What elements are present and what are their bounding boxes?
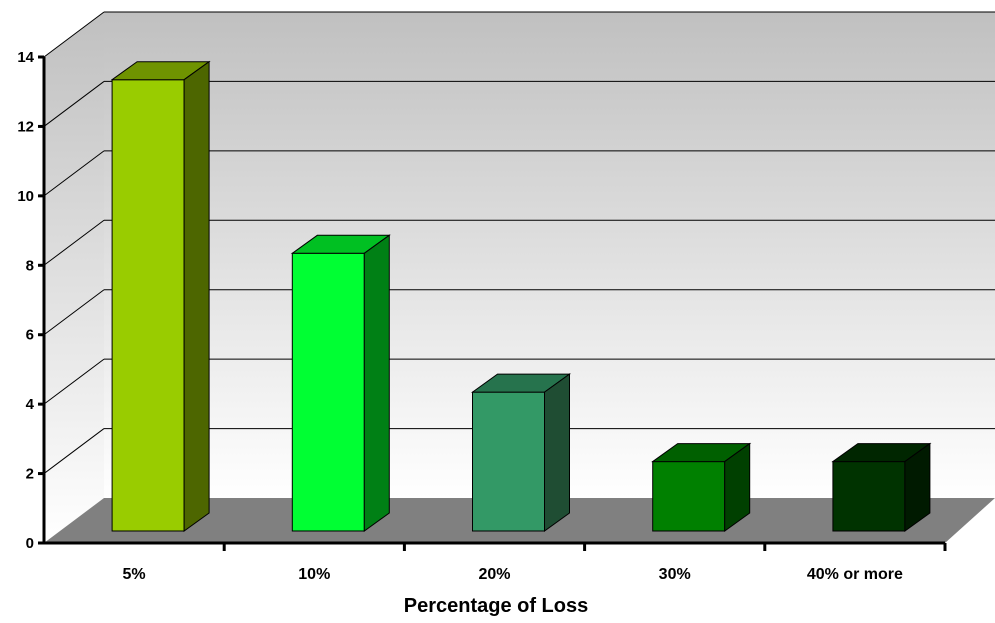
- bar-front: [472, 391, 545, 532]
- x-category-label: 30%: [659, 566, 691, 583]
- y-tick-label: 0: [26, 535, 34, 552]
- x-axis-title: Percentage of Loss: [404, 595, 589, 617]
- bar: [651, 442, 752, 532]
- bar-front: [111, 79, 185, 532]
- bars: [110, 60, 932, 532]
- bar: [110, 60, 211, 532]
- gridline-side: [43, 428, 105, 474]
- bar-side: [724, 442, 751, 532]
- gridline-side: [43, 150, 105, 197]
- x-category-label: 20%: [478, 566, 510, 583]
- bar: [290, 234, 391, 532]
- gridline-side: [43, 11, 105, 58]
- bar-front: [291, 252, 365, 532]
- y-tick-label: 4: [26, 396, 35, 413]
- gridline-side: [43, 289, 105, 336]
- bar-side: [544, 373, 570, 532]
- bar: [470, 373, 572, 532]
- bar-front: [652, 461, 726, 532]
- y-tick-label: 12: [17, 118, 34, 135]
- bar-side: [363, 234, 390, 532]
- gridline-side: [43, 219, 105, 266]
- y-tick-label: 10: [17, 188, 34, 205]
- bar-side: [904, 442, 931, 532]
- x-category-label: 40% or more: [807, 566, 903, 583]
- gridline-side: [43, 81, 105, 127]
- y-tick-label: 6: [26, 327, 34, 344]
- y-tick-label: 2: [26, 466, 34, 483]
- axes: [38, 55, 947, 551]
- x-category-label: 10%: [298, 566, 330, 583]
- y-tick-label: 8: [26, 257, 34, 274]
- gridline-side: [43, 358, 105, 405]
- side-wall: [44, 12, 104, 543]
- bar: [831, 442, 932, 532]
- y-tick-label: 14: [17, 49, 34, 66]
- bar-side: [183, 60, 210, 532]
- bar-front: [832, 461, 906, 532]
- labels: 0 2 4 6 8 10 12 14 5% 10% 20% 30% 40% or more: [17, 49, 903, 583]
- x-category-label: 5%: [123, 566, 146, 583]
